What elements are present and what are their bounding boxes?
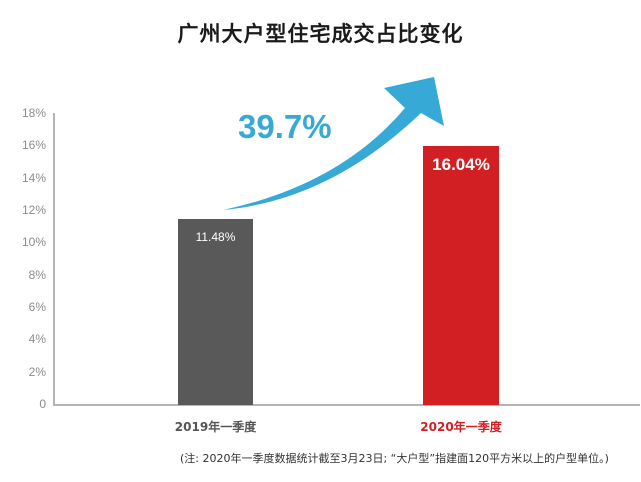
y-tick-label: 6% [28,300,46,314]
bar-2020-q1: 16.04% [423,145,499,405]
bar-2019-q1: 11.48% [178,219,253,405]
y-axis-line [53,113,55,406]
y-tick-label: 12% [21,203,46,217]
bar-value-label: 11.48% [195,230,236,245]
y-tick-label: 8% [28,267,46,282]
y-tick-label: 10% [21,235,46,250]
x-axis-line [53,404,640,406]
y-tick-label: 14% [21,170,46,185]
x-label-2020-q1: 2020年一季度 [420,420,502,434]
y-tick-label: 16% [21,138,46,153]
footnote: (注: 2020年一季度数据统计截至3月23日; “大户型”指建面120平方米以… [180,452,609,465]
y-tick-label: 2% [28,364,46,379]
y-tick-label: 18% [21,106,46,120]
chart-title: 广州大户型住宅成交占比变化 [177,22,464,46]
y-tick-label: 0 [39,397,46,411]
growth-rate-annotation: 39.7% [238,108,332,145]
bar-value-label: 16.04% [432,154,490,174]
y-tick-label: 4% [28,332,46,347]
x-label-2019-q1: 2019年一季度 [174,420,257,434]
